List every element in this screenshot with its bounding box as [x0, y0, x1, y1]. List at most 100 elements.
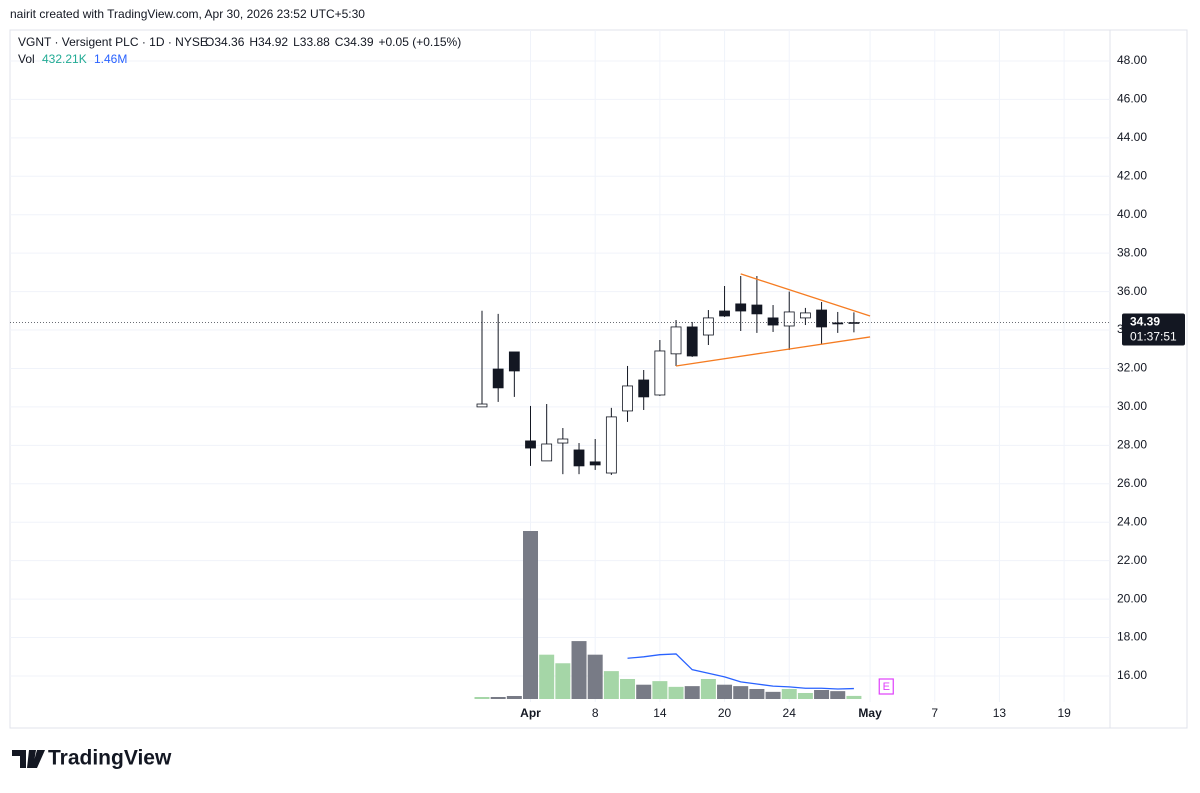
logo: TradingView: [12, 747, 172, 770]
trendline: [675, 336, 871, 367]
y-tick-label: 16.00: [1117, 668, 1147, 682]
candle-body: [816, 309, 827, 328]
volume-bar: [668, 686, 684, 699]
volume-bar: [717, 684, 733, 699]
candle-body: [605, 416, 617, 474]
ohlc-value: 34.92: [258, 35, 288, 49]
x-tick-label: 19: [1057, 706, 1071, 720]
x-tick-label: 8: [592, 706, 599, 720]
countdown: 01:37:51: [1130, 330, 1177, 344]
y-tick-label: 20.00: [1117, 591, 1147, 605]
candle-body: [735, 303, 747, 312]
volume-bar: [571, 641, 587, 699]
volume-bar: [620, 678, 636, 699]
y-tick-label: 26.00: [1117, 476, 1147, 490]
y-tick-label: 48.00: [1117, 53, 1147, 67]
candle-body: [783, 311, 795, 327]
volume-bar: [765, 691, 781, 699]
candle-body: [654, 350, 666, 396]
symbol-title: VGNT · Versigent PLC · 1D · NYSE: [18, 35, 208, 49]
y-tick-label: 46.00: [1117, 92, 1147, 106]
volume-bar: [700, 678, 716, 699]
volume-bar: [652, 681, 668, 699]
ohlc-value: 33.88: [300, 35, 330, 49]
x-tick-label: 24: [783, 706, 797, 720]
trendline: [740, 273, 871, 317]
volume-bar: [797, 692, 813, 699]
volume-bar: [846, 695, 862, 699]
candle-body: [508, 351, 520, 372]
candle-body: [800, 312, 811, 319]
ohlc-value: 34.39: [343, 35, 373, 49]
volume-bar: [490, 696, 506, 699]
y-tick-label: 42.00: [1117, 168, 1147, 182]
volume-bar: [814, 689, 830, 699]
candle-body: [573, 449, 585, 467]
volume-bar: [781, 688, 797, 699]
candle-body: [476, 403, 488, 408]
volume-bar: [555, 663, 571, 699]
credit: nairit created with TradingView.com, Apr…: [10, 7, 365, 21]
ohlc-key: C: [335, 35, 344, 49]
logo-icon: [12, 750, 45, 768]
volume-bar: [539, 654, 555, 699]
volume-ma-line: [627, 653, 854, 690]
ohlc-legend: O34.36 H34.92 L33.88 C34.39 +0.05 (+0.15%): [205, 35, 461, 49]
candle-body: [638, 379, 650, 398]
candle-body: [557, 438, 569, 444]
x-tick-label: 7: [931, 706, 938, 720]
volume-bar: [636, 684, 652, 699]
x-tick-label: 14: [653, 706, 667, 720]
y-tick-label: 30.00: [1117, 399, 1147, 413]
candle-body: [832, 322, 844, 325]
y-tick-label: 40.00: [1117, 207, 1147, 221]
grid: [10, 30, 1110, 702]
y-tick-label: 18.00: [1117, 630, 1147, 644]
y-tick-label: 36.00: [1117, 284, 1147, 298]
volume-bar: [523, 531, 539, 699]
volume-bar: [749, 688, 765, 699]
x-tick-label: Apr: [520, 706, 541, 720]
x-tick-label: 20: [718, 706, 732, 720]
volume-bar: [830, 691, 846, 699]
change: +0.05 (+0.15%): [379, 35, 462, 49]
last-price-box: [1122, 313, 1185, 346]
ohlc-value: 34.36: [214, 35, 244, 49]
candle-body: [751, 304, 763, 315]
y-tick-label: 32.00: [1117, 361, 1147, 375]
candle-body: [525, 440, 536, 449]
earnings-box: [878, 678, 894, 695]
volume-legend: 432.21K: [42, 52, 87, 66]
volume-bar: [506, 695, 522, 699]
y-tick-label: 22.00: [1117, 553, 1147, 567]
y-tick-label: 28.00: [1117, 438, 1147, 452]
y-tick-label: 24.00: [1117, 514, 1147, 528]
y-tick-label: 44.00: [1117, 130, 1147, 144]
candle-body: [541, 443, 553, 462]
volume-bar: [603, 671, 619, 699]
ohlc-key: H: [249, 35, 258, 49]
volume-bar: [733, 686, 749, 699]
chart-frame: [9, 29, 1188, 729]
ohlc-key: L: [293, 35, 300, 49]
last-price-label: 34.39: [1130, 315, 1160, 329]
ohlc-key: O: [205, 35, 214, 49]
marks: E: [474, 273, 894, 699]
volume-bar: [474, 696, 490, 699]
candle-body: [670, 326, 682, 355]
x-tick-label: 13: [993, 706, 1007, 720]
volume-bar: [587, 654, 603, 699]
candle-body: [702, 317, 714, 336]
earnings-marker: E: [883, 681, 890, 693]
y-tick-label: 38.00: [1117, 245, 1147, 259]
candle-body: [589, 461, 601, 466]
x-tick-label: May: [858, 706, 882, 720]
volume-bar: [684, 686, 700, 699]
volume-ma-legend: 1.46M: [94, 52, 127, 66]
candle-body: [719, 310, 730, 317]
logo-text: TradingView: [48, 747, 172, 770]
candle-body: [492, 368, 504, 389]
volume-title: Vol: [18, 52, 35, 66]
